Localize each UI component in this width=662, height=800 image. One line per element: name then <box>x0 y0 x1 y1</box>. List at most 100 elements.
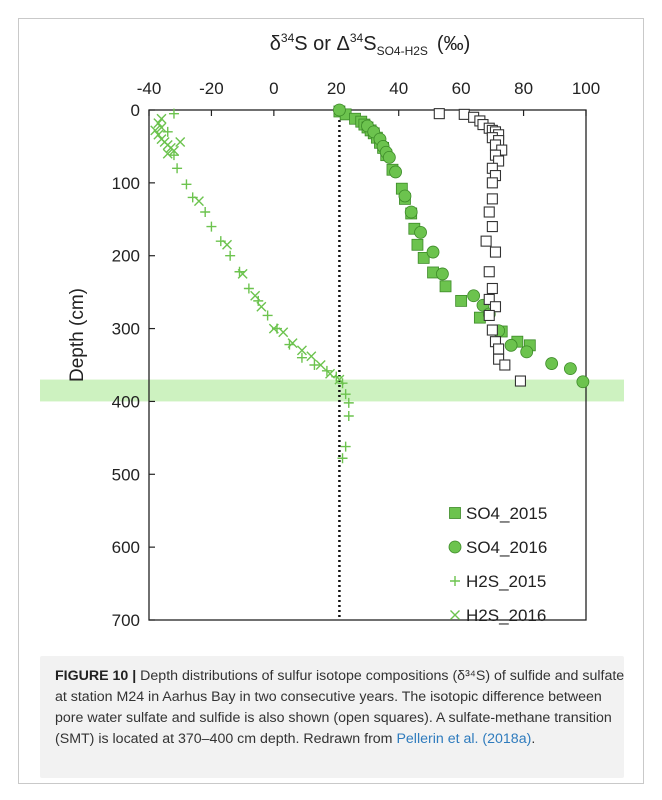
data-point-h2s-2016 <box>325 368 336 379</box>
data-point-h2s-2016 <box>150 125 161 136</box>
chart: -40 -20 0 20 40 60 80 100 0 100 200 300 400 500 600 700… <box>40 31 624 630</box>
data-point-so4-2016 <box>398 189 412 203</box>
plot-area <box>148 109 587 621</box>
data-point-so4-2016 <box>414 225 427 239</box>
data-point-delta-difference <box>483 293 495 305</box>
data-point-so4-2016 <box>404 205 418 219</box>
figure-frame <box>18 18 644 784</box>
x-tick-label: 80 <box>514 79 533 98</box>
data-point-h2s-2016 <box>193 196 204 207</box>
caption-label: FIGURE 10 | <box>55 668 137 684</box>
data-point-h2s-2015 <box>243 283 254 294</box>
caption-reference-link[interactable]: Pellerin et al. (2018a) <box>396 731 532 747</box>
legend-label-h2s-2016: H2S_2016 <box>466 606 546 625</box>
data-point-h2s-2016 <box>168 145 179 156</box>
x-tick-label: 100 <box>572 79 600 98</box>
caption-box <box>40 656 624 778</box>
data-point-delta-difference <box>493 353 505 365</box>
y-tick-label: 0 <box>131 101 140 120</box>
y-tick-label: 700 <box>112 611 140 630</box>
x-tick-label: 60 <box>452 79 471 98</box>
data-point-h2s-2015 <box>340 389 351 400</box>
data-point-h2s-2016 <box>153 129 164 140</box>
data-point-so4-2016 <box>520 345 534 359</box>
data-point-delta-difference <box>433 108 445 120</box>
data-point-so4-2016 <box>426 245 440 259</box>
data-point-so4-2016 <box>333 103 346 117</box>
data-point-so4-2016 <box>389 165 402 179</box>
data-point-delta-difference <box>483 266 495 278</box>
data-point-so4-2016 <box>563 362 577 376</box>
data-point-h2s-2016 <box>153 118 164 129</box>
x-tick-label: 40 <box>389 79 408 98</box>
data-point-delta-difference <box>489 246 502 258</box>
data-point-delta-difference <box>486 221 498 233</box>
data-point-h2s-2015 <box>225 250 236 261</box>
y-tick-label: 100 <box>112 174 140 193</box>
data-point-h2s-2016 <box>306 351 317 362</box>
x-tick-label: -20 <box>199 79 224 98</box>
data-point-h2s-2016 <box>268 323 279 334</box>
data-point-delta-difference <box>458 108 470 120</box>
data-point-h2s-2015 <box>162 126 173 137</box>
data-point-delta-difference <box>486 324 498 336</box>
data-point-delta-difference <box>486 177 498 189</box>
caption-text: Depth distributions of sulfur isotope co… <box>55 668 625 747</box>
data-point-delta-difference <box>493 155 505 167</box>
smt-band <box>40 379 624 402</box>
data-point-h2s-2015 <box>206 221 217 232</box>
data-point-so4-2016 <box>576 375 590 389</box>
data-point-h2s-2015 <box>284 339 295 350</box>
x-tick-label: 0 <box>269 79 278 98</box>
data-point-h2s-2015 <box>262 310 273 321</box>
data-point-delta-difference <box>486 193 498 205</box>
data-point-so4-2015 <box>439 280 452 293</box>
data-point-so4-2016 <box>382 150 396 164</box>
legend-marker-so4-2015 <box>449 507 461 519</box>
data-point-h2s-2016 <box>222 239 233 250</box>
legend-marker-so4-2016 <box>448 540 462 554</box>
data-point-h2s-2016 <box>156 122 167 133</box>
data-point-h2s-2015 <box>296 352 307 363</box>
data-point-so4-2016 <box>545 357 559 370</box>
data-point-so4-2015 <box>417 251 430 264</box>
data-point-delta-difference <box>483 206 495 218</box>
data-point-h2s-2016 <box>278 327 289 338</box>
y-tick-label: 200 <box>112 247 140 266</box>
legend-marker-h2s-2015 <box>450 576 460 586</box>
data-point-h2s-2016 <box>156 113 167 124</box>
data-point-h2s-2015 <box>181 179 192 190</box>
data-point-h2s-2015 <box>172 163 183 174</box>
legend-label-so4-2015: SO4_2015 <box>466 504 547 523</box>
x-tick-label: -40 <box>137 79 162 98</box>
y-tick-label: 600 <box>112 538 140 557</box>
data-point-h2s-2015 <box>343 397 354 408</box>
data-point-h2s-2015 <box>168 108 179 119</box>
data-point-delta-difference <box>486 282 498 295</box>
data-point-h2s-2016 <box>256 301 267 312</box>
data-point-h2s-2015 <box>337 453 348 464</box>
data-point-delta-difference <box>480 235 492 247</box>
data-point-h2s-2016 <box>175 137 186 148</box>
y-tick-label: 500 <box>112 465 140 484</box>
figure-caption: FIGURE 10 | Depth distributions of sulfu… <box>55 666 625 750</box>
caption-text-end: . <box>531 731 536 747</box>
data-point-h2s-2015 <box>343 411 354 421</box>
data-point-so4-2016 <box>467 289 481 303</box>
data-point-so4-2016 <box>436 267 449 281</box>
data-point-so4-2015 <box>455 294 468 307</box>
data-point-h2s-2016 <box>315 360 326 370</box>
data-point-h2s-2016 <box>162 148 173 159</box>
data-point-h2s-2016 <box>250 290 261 301</box>
y-tick-label: 400 <box>112 392 140 411</box>
data-point-h2s-2015 <box>200 207 211 217</box>
y-axis-label: Depth (cm) <box>67 288 88 382</box>
data-point-delta-difference <box>489 301 502 313</box>
data-point-delta-difference <box>499 359 511 371</box>
data-point-h2s-2016 <box>287 338 298 349</box>
data-point-h2s-2015 <box>340 441 351 452</box>
legend-label-so4-2016: SO4_2016 <box>466 538 547 557</box>
chart-title: δ34S or Δ34SSO4-H2S (‰) <box>270 31 471 58</box>
data-point-so4-2016 <box>504 338 518 352</box>
legend-marker-h2s-2016 <box>450 610 460 620</box>
